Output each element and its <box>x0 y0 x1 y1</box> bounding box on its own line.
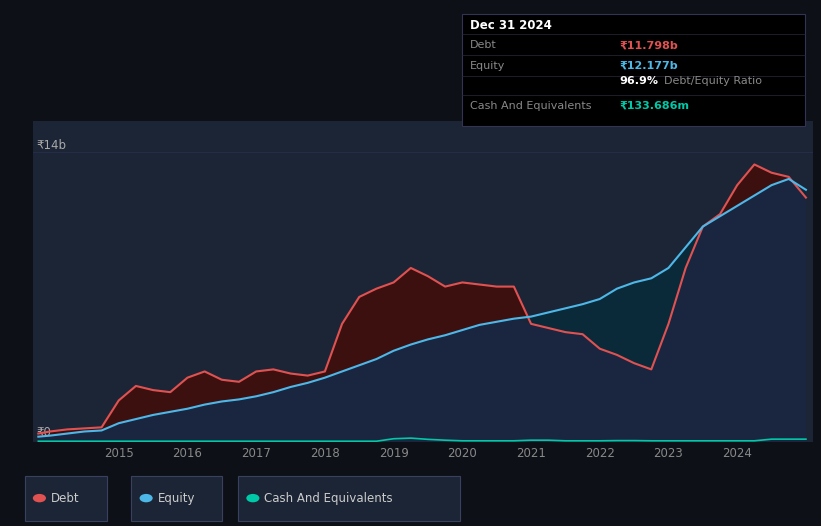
Text: ₹0: ₹0 <box>37 426 52 439</box>
Text: ₹12.177b: ₹12.177b <box>620 60 678 70</box>
Text: 96.9%: 96.9% <box>620 76 658 86</box>
Text: Dec 31 2024: Dec 31 2024 <box>470 19 552 32</box>
Text: Equity: Equity <box>470 60 506 70</box>
Text: ₹11.798b: ₹11.798b <box>620 41 678 50</box>
Text: Debt: Debt <box>51 492 80 504</box>
Text: ₹14b: ₹14b <box>37 139 67 152</box>
Text: ₹133.686m: ₹133.686m <box>620 101 690 111</box>
Text: Cash And Equivalents: Cash And Equivalents <box>264 492 393 504</box>
Text: Debt: Debt <box>470 41 497 50</box>
Text: Cash And Equivalents: Cash And Equivalents <box>470 101 592 111</box>
Text: Debt/Equity Ratio: Debt/Equity Ratio <box>664 76 762 86</box>
Text: Equity: Equity <box>158 492 195 504</box>
